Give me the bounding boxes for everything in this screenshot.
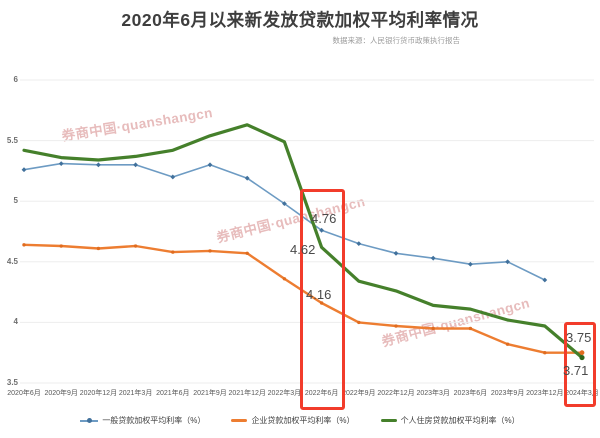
legend-marker — [80, 417, 99, 425]
data-point-marker — [356, 241, 362, 247]
x-tick-label: 2023年3月 — [416, 390, 450, 397]
chart-title: 2020年6月以来新发放贷款加权平均利率情况 — [121, 10, 479, 30]
data-point-marker — [207, 162, 213, 168]
data-point-marker — [281, 201, 287, 207]
x-tick-label: 2022年12月 — [377, 390, 415, 397]
x-tick-label: 2023年6月 — [453, 390, 488, 397]
data-annotation: 3.71 — [563, 363, 589, 378]
x-tick-label: 2020年12月 — [79, 390, 118, 397]
data-point-marker — [579, 350, 585, 356]
data-point-marker — [58, 161, 64, 167]
data-annotation: 4.16 — [306, 287, 332, 302]
x-tick-label: 2023年12月 — [526, 390, 564, 397]
x-tick-label: 2022年3月 — [267, 390, 302, 397]
y-tick-label: 5 — [13, 196, 18, 206]
data-point-marker — [357, 320, 361, 325]
data-annotation: 4.62 — [290, 242, 316, 257]
x-tick-label: 2020年9月 — [44, 390, 78, 397]
chart-legend: 一般贷款加权平均利率（%） 企业贷款加权平均利率（%） 个人住房贷款加权平均利率（%… — [0, 415, 600, 426]
data-point-marker — [319, 301, 324, 305]
series-line-1 — [22, 243, 584, 354]
data-point-marker — [431, 326, 435, 331]
series-line-2 — [22, 123, 584, 360]
x-tick-label: 2022年6月 — [304, 390, 339, 397]
data-point-marker — [59, 244, 63, 248]
x-tick-label: 2023年9月 — [490, 390, 525, 397]
data-point-marker — [245, 251, 249, 256]
data-point-marker — [95, 162, 101, 168]
legend-label: 一般贷款加权平均利率（%） — [102, 416, 206, 425]
legend-label: 个人住房贷款加权平均利率（%） — [400, 416, 520, 425]
highlight-box-1 — [300, 189, 345, 410]
data-point-marker — [208, 249, 212, 253]
legend-item-1: 一般贷款加权平均利率（%） — [80, 415, 205, 426]
data-source-note: 数据来源：人民银行货币政策执行报告 — [332, 36, 461, 45]
data-point-marker — [171, 250, 175, 254]
x-tick-label: 2020年6月 — [7, 390, 41, 397]
x-tick-label: 2021年12月 — [228, 390, 266, 397]
highlight-box-2 — [564, 322, 596, 407]
x-tick-label: 2021年3月 — [118, 390, 153, 397]
y-tick-label: 6 — [13, 75, 18, 84]
data-point-marker — [430, 255, 436, 261]
y-tick-label: 4 — [13, 317, 18, 327]
data-annotation: 3.75 — [566, 330, 592, 345]
data-point-marker — [22, 243, 26, 247]
legend-marker — [380, 419, 397, 422]
data-point-marker — [579, 354, 585, 361]
y-tick-label: 3.5 — [6, 378, 18, 387]
data-point-marker — [133, 244, 138, 248]
legend-item-3: 个人住房贷款加权平均利率（%） — [380, 415, 520, 426]
legend-marker — [231, 419, 248, 422]
legend-label: 企业贷款加权平均利率（%） — [251, 416, 355, 425]
data-point-marker — [319, 227, 325, 233]
data-point-marker — [542, 277, 548, 283]
data-point-marker — [467, 261, 473, 267]
data-point-marker — [393, 250, 399, 256]
data-point-marker — [505, 342, 510, 346]
y-tick-label: 4.5 — [6, 256, 18, 266]
x-tick-label: 2022年9月 — [342, 390, 376, 397]
data-point-marker — [21, 167, 27, 173]
x-tick-label: 2024年3月 — [565, 390, 599, 397]
data-point-marker — [543, 351, 547, 355]
data-point-marker — [133, 162, 139, 168]
legend-item-2: 企业贷款加权平均利率（%） — [231, 415, 355, 426]
x-tick-label: 2021年9月 — [193, 390, 227, 397]
data-point-marker — [468, 326, 473, 331]
data-point-marker — [394, 324, 398, 328]
data-annotation: 4.76 — [311, 211, 337, 226]
data-point-marker — [170, 174, 176, 180]
data-point-marker — [282, 277, 287, 281]
y-tick-label: 5.5 — [6, 135, 18, 145]
series-line-0 — [23, 162, 546, 281]
x-tick-label: 2021年6月 — [156, 390, 190, 397]
data-point-marker — [96, 246, 101, 251]
